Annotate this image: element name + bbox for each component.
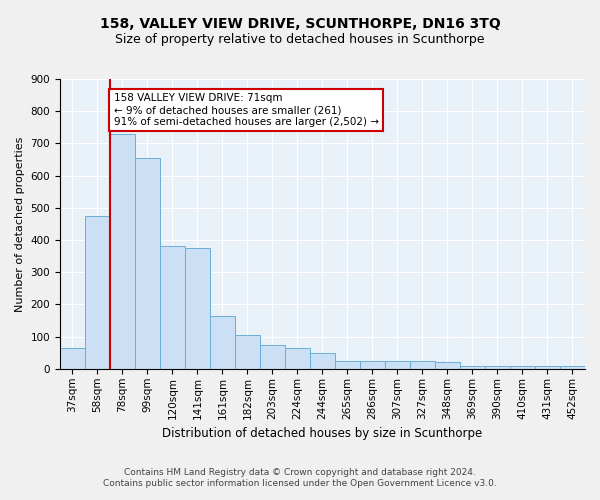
Bar (460, 366, 485, 369)
Bar (160, 246, 185, 369)
Bar (335, 361, 360, 369)
Bar (310, 353, 335, 369)
Bar (410, 361, 435, 369)
Bar (285, 348, 310, 369)
Bar (185, 248, 210, 369)
Bar (260, 344, 285, 369)
Bar (385, 361, 410, 369)
Bar (535, 366, 560, 369)
Bar (110, 134, 135, 369)
Bar (560, 366, 585, 369)
Bar (135, 158, 160, 369)
X-axis label: Distribution of detached houses by size in Scunthorpe: Distribution of detached houses by size … (163, 427, 482, 440)
Bar (210, 316, 235, 369)
Bar (235, 335, 260, 369)
Text: Size of property relative to detached houses in Scunthorpe: Size of property relative to detached ho… (115, 32, 485, 46)
Bar (510, 366, 535, 369)
Bar (85, 216, 110, 369)
Text: Contains HM Land Registry data © Crown copyright and database right 2024.
Contai: Contains HM Land Registry data © Crown c… (103, 468, 497, 487)
Bar (60, 348, 85, 369)
Bar (435, 362, 460, 369)
Bar (485, 366, 510, 369)
Text: 158 VALLEY VIEW DRIVE: 71sqm
← 9% of detached houses are smaller (261)
91% of se: 158 VALLEY VIEW DRIVE: 71sqm ← 9% of det… (113, 94, 379, 126)
Bar (360, 361, 385, 369)
Text: 158, VALLEY VIEW DRIVE, SCUNTHORPE, DN16 3TQ: 158, VALLEY VIEW DRIVE, SCUNTHORPE, DN16… (100, 18, 500, 32)
Y-axis label: Number of detached properties: Number of detached properties (15, 136, 25, 312)
